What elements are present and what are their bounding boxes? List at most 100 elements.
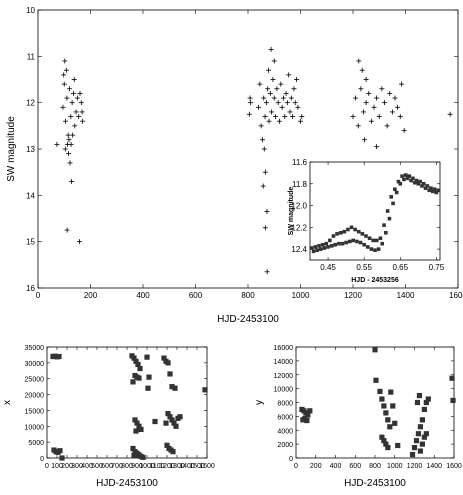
data-point — [79, 109, 85, 115]
data-point — [340, 241, 345, 246]
data-point — [134, 420, 140, 426]
data-point — [264, 269, 270, 275]
x-tick-label: 600 — [101, 463, 113, 470]
data-point — [80, 118, 86, 124]
y-tick-label: 15 — [26, 238, 35, 247]
data-point — [136, 423, 142, 429]
data-point — [261, 146, 267, 152]
data-point — [391, 201, 395, 206]
x-tick-label: 0 — [294, 463, 298, 470]
data-point — [66, 137, 72, 143]
data-point — [132, 417, 138, 423]
data-point — [418, 179, 422, 184]
data-point — [397, 114, 403, 120]
x-tick-label: 0.75 — [429, 263, 445, 272]
data-point — [413, 438, 420, 444]
data-point — [161, 355, 167, 361]
data-point — [423, 399, 429, 406]
data-point — [358, 86, 364, 92]
data-point — [68, 114, 74, 120]
data-point — [144, 354, 150, 360]
data-point — [280, 95, 286, 101]
data-point — [258, 123, 264, 129]
data-point — [170, 449, 176, 455]
data-point — [283, 90, 289, 96]
data-point — [167, 371, 173, 377]
y-tick-label: 12.0 — [291, 202, 307, 211]
data-point — [264, 209, 270, 215]
data-point — [262, 114, 268, 120]
y-tick-label: 14000 — [274, 359, 294, 366]
data-point — [430, 189, 435, 194]
x-tick-label: 300 — [71, 463, 83, 470]
data-point — [130, 445, 136, 452]
data-point — [295, 104, 301, 110]
data-point — [383, 410, 389, 416]
y-tick-label: 10 — [26, 6, 35, 15]
y-tick-label: 0 — [289, 456, 293, 463]
data-point — [389, 195, 394, 199]
x-tick-label: 800 — [241, 291, 255, 300]
data-point — [423, 186, 428, 190]
x-tick-label: 900 — [131, 463, 143, 470]
data-point — [57, 448, 63, 454]
data-point — [64, 227, 70, 233]
data-point — [313, 245, 318, 249]
data-point — [278, 81, 284, 87]
x-tick-label: 1200 — [407, 463, 423, 470]
data-point — [326, 245, 330, 249]
data-point — [346, 227, 350, 232]
x-tick-label: 200 — [84, 291, 98, 300]
x-tick-label: 1600 — [446, 463, 462, 470]
data-point — [260, 183, 266, 189]
x-axis-label: HJD-2453100 — [96, 478, 158, 489]
y-axis-label: y — [254, 400, 265, 405]
data-point — [347, 239, 352, 244]
data-point — [363, 77, 369, 82]
x-tick-label: 700 — [111, 463, 123, 470]
data-point — [248, 100, 254, 106]
data-point — [381, 438, 387, 444]
data-point — [356, 229, 361, 234]
data-point — [402, 177, 406, 182]
data-point — [171, 420, 177, 426]
data-point — [270, 77, 276, 82]
y-tick-label: 25000 — [25, 377, 45, 384]
y-tick-label: 5000 — [28, 440, 44, 447]
x-tick-label: 1000 — [292, 291, 310, 300]
data-point — [362, 137, 368, 143]
data-point — [63, 67, 69, 73]
x-tick-label: 500 — [91, 463, 103, 470]
data-point — [335, 232, 339, 236]
data-point — [70, 132, 76, 138]
data-point — [450, 397, 456, 404]
data-point — [387, 216, 392, 221]
data-point — [449, 375, 455, 381]
x-tick-label: 1400 — [397, 291, 415, 300]
data-point — [376, 247, 381, 251]
x-tick-label: 0.65 — [392, 263, 408, 272]
data-point — [164, 442, 170, 448]
main-lightcurve-panel: 0 200 400 600 800 1000 1200 1400 1600 10 11 12 13 14 1… — [6, 6, 463, 325]
data-point — [363, 100, 369, 106]
x-tick-label: 200 — [61, 463, 73, 470]
x-axis-label: HJD-2453100 — [344, 478, 406, 489]
y-tick-label: 8000 — [277, 401, 293, 408]
data-point — [246, 111, 252, 117]
data-point — [310, 246, 314, 250]
data-point — [338, 230, 343, 235]
data-point — [62, 58, 68, 64]
data-point — [152, 418, 158, 425]
data-point — [376, 114, 382, 120]
data-point — [268, 46, 274, 52]
y-tick-label: 14 — [26, 191, 35, 200]
data-point — [61, 72, 67, 78]
data-point — [271, 95, 277, 101]
data-point — [284, 100, 290, 106]
data-point — [372, 347, 378, 353]
data-point — [365, 245, 370, 249]
data-point — [412, 180, 417, 185]
data-point — [265, 67, 271, 73]
data-point — [288, 95, 294, 101]
x-tick-label: 0 — [36, 291, 41, 300]
